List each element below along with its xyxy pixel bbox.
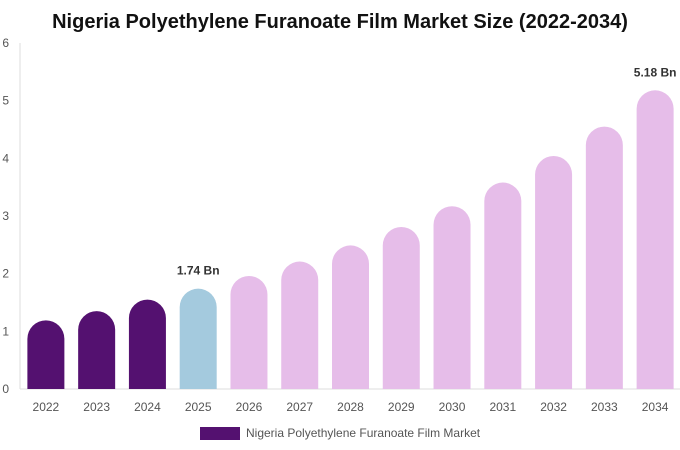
legend-swatch xyxy=(200,427,240,440)
bar-2034 xyxy=(636,90,674,389)
data-labels: 1.74 Bn 5.18 Bn xyxy=(177,65,677,277)
x-tick-label: 2025 xyxy=(185,400,212,414)
x-tick-label: 2023 xyxy=(83,400,110,414)
x-tick-label: 2028 xyxy=(337,400,364,414)
x-tick-label: 2030 xyxy=(439,400,466,414)
legend: Nigeria Polyethylene Furanoate Film Mark… xyxy=(200,426,481,440)
x-tick-label: 2026 xyxy=(236,400,263,414)
chart-title: Nigeria Polyethylene Furanoate Film Mark… xyxy=(52,11,628,33)
data-label-2025: 1.74 Bn xyxy=(177,264,220,278)
x-tick-label: 2033 xyxy=(591,400,618,414)
y-tick-label: 6 xyxy=(2,36,9,50)
bar-2029 xyxy=(382,226,420,389)
x-tick-label: 2034 xyxy=(642,400,669,414)
bar-2022 xyxy=(27,320,65,389)
bar-2032 xyxy=(535,156,573,389)
bar-2031 xyxy=(484,182,522,389)
y-tick-label: 5 xyxy=(2,94,9,108)
bar-2033 xyxy=(585,126,623,389)
legend-label: Nigeria Polyethylene Furanoate Film Mark… xyxy=(246,426,481,440)
y-tick-label: 0 xyxy=(2,382,9,396)
bar-series xyxy=(27,90,674,389)
x-tick-label: 2032 xyxy=(540,400,567,414)
bar-2026 xyxy=(230,275,268,389)
x-axis: 2022 2023 2024 2025 2026 2027 2028 2029 2030 2031… xyxy=(20,388,680,414)
y-axis: 0 1 2 3 4 5 6 xyxy=(2,36,21,396)
data-label-2034: 5.18 Bn xyxy=(634,65,677,79)
x-tick-label: 2024 xyxy=(134,400,161,414)
x-tick-label: 2027 xyxy=(286,400,313,414)
bar-2027 xyxy=(281,261,319,389)
bar-2025 xyxy=(179,288,217,389)
bar-2030 xyxy=(433,206,471,389)
y-tick-label: 1 xyxy=(2,324,9,338)
y-tick-label: 4 xyxy=(2,151,9,165)
bar-2028 xyxy=(332,245,369,389)
bar-2023 xyxy=(78,311,116,389)
x-tick-label: 2022 xyxy=(33,400,60,414)
x-tick-label: 2029 xyxy=(388,400,415,414)
x-tick-label: 2031 xyxy=(489,400,516,414)
bar-2024 xyxy=(128,299,166,389)
y-tick-label: 3 xyxy=(2,209,9,223)
y-tick-label: 2 xyxy=(2,267,9,281)
